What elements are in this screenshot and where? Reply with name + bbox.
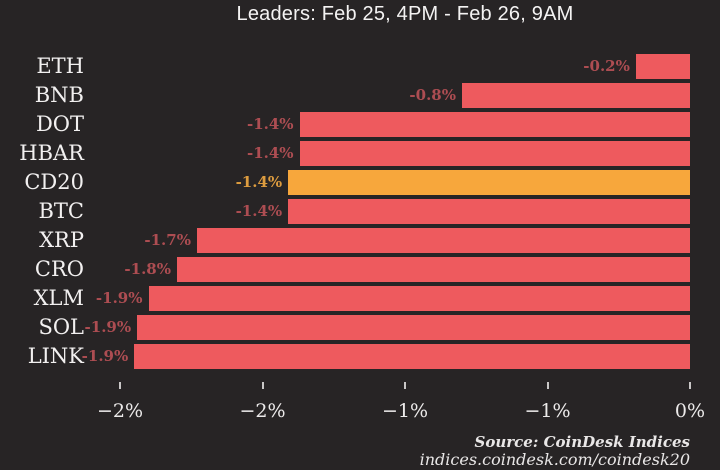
x-axis-tick-label-1: −2% (239, 400, 286, 422)
bar-hbar (299, 141, 690, 166)
value-label-cd20: -1.4% (235, 173, 283, 191)
x-axis-tick-label-3: −1% (524, 400, 571, 422)
value-label-hbar: -1.4% (246, 144, 294, 162)
category-label-xrp: XRP (39, 228, 84, 252)
value-label-xlm: -1.9% (95, 289, 143, 307)
bar-dot (299, 112, 690, 137)
bar-sol (137, 315, 690, 340)
bar-xrp (196, 228, 690, 253)
x-axis-tick-label-4: 0% (674, 400, 706, 422)
value-label-dot: -1.4% (246, 115, 294, 133)
x-axis-tick-mark (689, 382, 691, 389)
bar-bnb (462, 83, 690, 108)
value-label-link: -1.9% (81, 347, 129, 365)
value-label-cro: -1.8% (124, 260, 171, 278)
category-label-eth: ETH (36, 54, 84, 78)
bar-cro (177, 257, 690, 282)
chart-title: Leaders: Feb 25, 4PM - Feb 26, 9AM (236, 3, 574, 25)
x-axis-tick-mark (546, 382, 549, 389)
x-axis-tick-label-0: −2% (96, 400, 144, 422)
bar-eth (635, 54, 690, 79)
x-axis-tick-mark (404, 382, 406, 389)
source-attribution: Source: CoinDesk Indices (474, 433, 690, 451)
bar-link (134, 344, 690, 369)
value-label-eth: -0.2% (583, 57, 630, 75)
category-label-cro: CRO (34, 257, 84, 281)
category-label-dot: DOT (35, 112, 84, 136)
category-label-cd20: CD20 (24, 170, 84, 194)
bar-btc (288, 199, 690, 224)
category-label-btc: BTC (38, 199, 84, 223)
category-label-sol: SOL (38, 315, 84, 339)
category-label-xlm: XLM (33, 286, 84, 310)
category-label-bnb: BNB (34, 83, 84, 107)
value-label-xrp: -1.7% (144, 231, 191, 249)
source-url: indices.coindesk.com/coindesk20 (419, 450, 690, 469)
x-axis-tick-mark (261, 382, 264, 389)
category-label-hbar: HBAR (19, 141, 84, 165)
x-axis-tick-label-2: −1% (381, 400, 429, 422)
value-label-sol: -1.9% (84, 318, 132, 336)
value-label-bnb: -0.8% (409, 86, 456, 104)
x-axis-tick-mark (119, 382, 121, 389)
bar-cd20 (288, 170, 690, 195)
category-label-link: LINK (27, 344, 84, 368)
value-label-btc: -1.4% (235, 202, 283, 220)
bar-xlm (148, 286, 690, 311)
